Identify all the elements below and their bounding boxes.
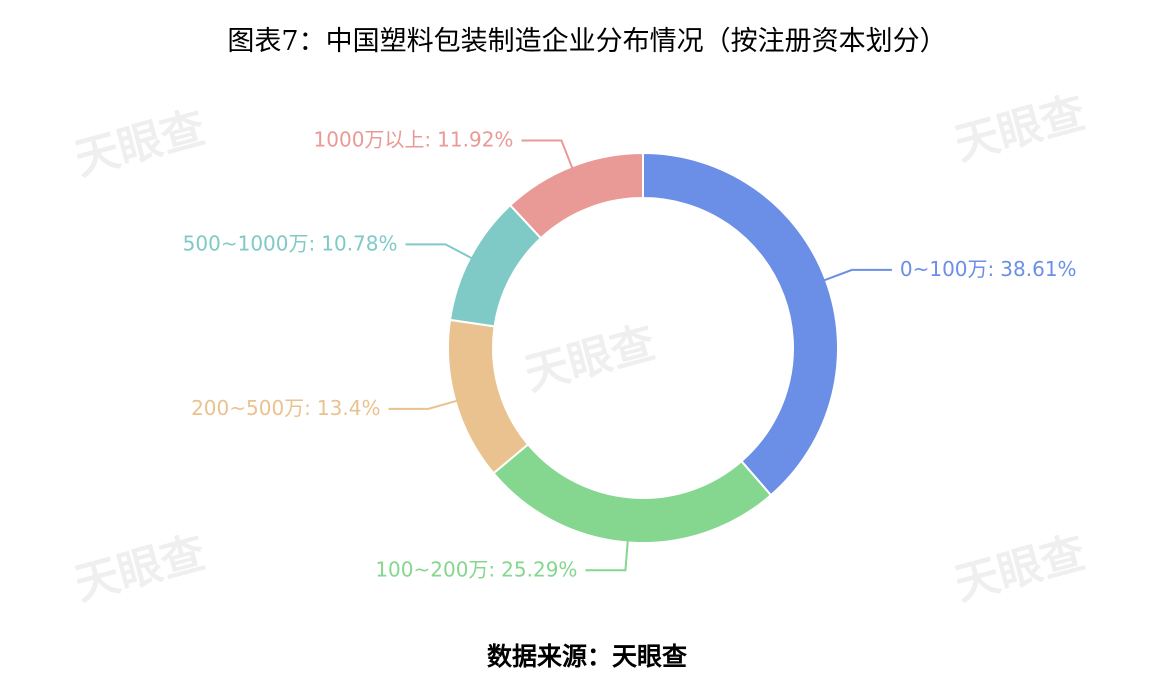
- category-label: 1000万以上:: [314, 127, 432, 151]
- data-label: 500~1000万: 10.78%: [183, 231, 398, 255]
- value-label: 38.61%: [1000, 256, 1076, 280]
- value-label: 11.92%: [437, 127, 513, 151]
- chart-title: 图表7：中国塑料包装制造企业分布情况（按注册资本划分）: [227, 26, 946, 57]
- slice: [447, 318, 530, 475]
- watermark: 天眼查: [70, 102, 211, 185]
- leader-line: [405, 243, 473, 260]
- data-label: 200~500万: 13.4%: [191, 395, 380, 419]
- leader-line: [823, 268, 892, 282]
- value-label: 25.29%: [501, 557, 577, 581]
- source: 数据来源：天眼查: [487, 642, 687, 671]
- watermark: 天眼查: [950, 87, 1091, 170]
- category-label: 500~1000万:: [183, 231, 316, 255]
- data-label: 1000万以上: 11.92%: [314, 127, 514, 151]
- watermark: 天眼查: [520, 317, 661, 400]
- value-label: 13.4%: [317, 395, 381, 419]
- slice: [508, 151, 644, 240]
- category-label: 200~500万:: [191, 395, 311, 419]
- watermark: 天眼查: [950, 527, 1091, 610]
- leader-line: [521, 139, 574, 169]
- value-label: 10.78%: [321, 231, 397, 255]
- watermark: 天眼查: [70, 527, 211, 610]
- data-label: 0~100万: 38.61%: [900, 256, 1077, 280]
- leader-line: [388, 399, 458, 410]
- category-label: 100~200万:: [375, 557, 495, 581]
- slice: [492, 442, 773, 544]
- slice: [642, 151, 839, 497]
- category-label: 0~100万:: [900, 256, 994, 280]
- leader-line: [585, 540, 629, 572]
- data-label: 100~200万: 25.29%: [375, 557, 577, 581]
